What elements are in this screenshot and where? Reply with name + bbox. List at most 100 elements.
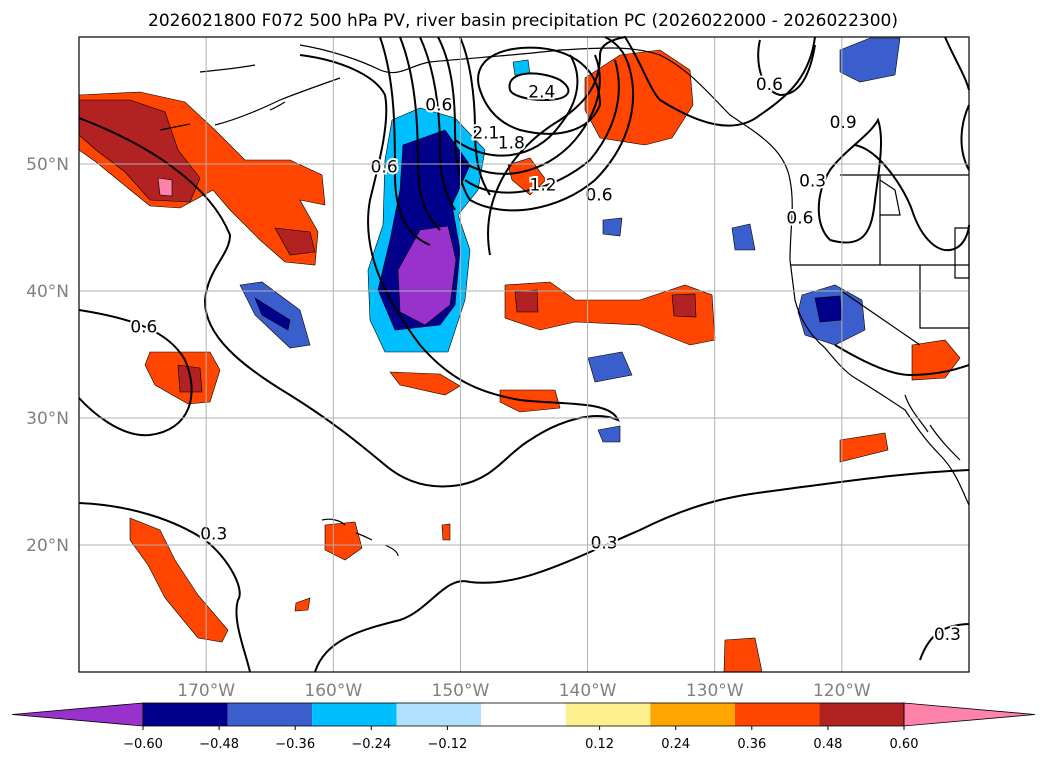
state-border-b (839, 289, 921, 346)
pv-contour-2.4 (508, 72, 570, 102)
colorbar-tick-label: −0.24 (351, 737, 391, 752)
anomaly-positive-small-b (441, 523, 451, 541)
colorbar-segment (734, 703, 820, 726)
anomaly-positive-hawaii (324, 521, 363, 561)
anomaly-negative-northeast (839, 37, 901, 83)
colorbar-tick-label: −0.60 (123, 737, 163, 752)
anomaly-strong-west-pacific-2 (274, 227, 316, 256)
anomaly-strong-ar-band-east (671, 293, 697, 318)
pv-contour-west-island (834, 344, 970, 377)
state-border-e (879, 179, 901, 216)
anomaly-negative-central-core (397, 225, 457, 326)
colorbar-frame (142, 702, 905, 727)
colorbar-segment (396, 703, 482, 726)
anomaly-strong-ar-band-west (514, 289, 539, 313)
colorbar-segment (819, 703, 904, 726)
pv-contour-ridge-inner-c (459, 54, 601, 175)
contour-label: 0.9 (830, 113, 857, 133)
pv-contour-trough-b (419, 36, 456, 211)
y-tick-label: 50°N (26, 155, 69, 175)
colorbar-extend-low (11, 702, 144, 727)
x-tick-label: 170°W (177, 681, 235, 701)
x-tick-label: 120°W (813, 681, 871, 701)
colorbar-tick-label: 0.12 (585, 737, 614, 752)
coastlines (159, 44, 970, 557)
y-tick-label: 40°N (26, 282, 69, 302)
colorbar-tick-label: −0.48 (199, 737, 239, 752)
x-tick-label: 140°W (559, 681, 617, 701)
colorbar-segment (565, 703, 651, 726)
colorbar-tick-label: 0.60 (890, 737, 919, 752)
colorbar-segment (481, 703, 566, 726)
colorbar-segment (227, 703, 313, 726)
colorbar-tick-label: 0.24 (661, 737, 690, 752)
aleutian-islands (159, 64, 341, 131)
pv-contour-ridge-inner-b (464, 59, 620, 194)
pv-contour-trough-a (437, 36, 471, 201)
anomaly-strong-west-pacific (78, 99, 201, 203)
axis-tick-labels: 170°W 160°W 150°W 140°W 130°W 120°W 20°N 30°N 40… (26, 155, 871, 701)
anomaly-core-west-pacific (157, 177, 173, 197)
anomaly-negative-mid-d (731, 223, 756, 251)
contour-label: 0.3 (799, 172, 826, 192)
contour-label: 0.6 (371, 158, 398, 178)
contour-label: 0.6 (786, 208, 813, 228)
pv-contour-east-0.3 (817, 117, 883, 244)
pv-contour-0.6-west (78, 309, 193, 437)
contour-labels: 0.6 0.3 0.3 0.3 0.6 1.2 1.82.1 2.4 0.6 0.6 0.6 0.3 0… (128, 73, 963, 647)
chart-title: 2026021800 F072 500 hPa PV, river basin … (148, 11, 898, 31)
contour-label: 0.3 (934, 625, 961, 645)
colorbar-segment (312, 703, 397, 726)
gridlines (79, 37, 969, 672)
pv-contour-ridge-inner-a (469, 36, 634, 212)
colorbar-tick-label: 0.36 (737, 737, 766, 752)
pv-contour-ridge-inner-d (454, 54, 579, 157)
hawaii-islands (321, 518, 399, 557)
map-frame (78, 36, 970, 673)
contour-label: 1.8 (498, 133, 525, 153)
alaska-coastline (299, 44, 970, 506)
y-tick-label: 20°N (26, 536, 69, 556)
pv-contour-closed-north (477, 46, 602, 135)
pv-contour-0.3-south (78, 502, 251, 673)
contour-label: 0.3 (200, 525, 227, 545)
colorbar-tick-label: −0.12 (427, 737, 467, 752)
contour-label: 0.3 (591, 533, 618, 553)
colorbar-tick-label: 0.48 (813, 737, 842, 752)
anomaly-positive-baja (839, 432, 889, 463)
colorbar-segment (650, 703, 735, 726)
pv-contour-east-loop (757, 39, 816, 97)
contour-label: 2.4 (528, 83, 555, 103)
anomaly-negative-west-core (254, 297, 291, 331)
anomaly-negative-mid-b (597, 425, 621, 443)
anomaly-positive-subtropics (389, 371, 461, 396)
contour-label: 0.6 (130, 318, 157, 338)
anomaly-positive-hawaii-sw (129, 517, 229, 643)
colorbar: −0.60 −0.48 −0.36 −0.24 −0.12 0.12 0.24 0.36 0.4… (11, 702, 1036, 752)
contour-label: 2.1 (472, 123, 499, 143)
colorbar-segment (143, 703, 228, 726)
x-tick-label: 150°W (432, 681, 490, 701)
x-tick-label: 160°W (304, 681, 362, 701)
x-tick-label: 130°W (686, 681, 744, 701)
contour-label: 0.6 (585, 185, 612, 205)
colorbar-tick-label: −0.36 (275, 737, 315, 752)
anomaly-positive-southeast (723, 637, 763, 673)
pv-contour-trough-d (379, 36, 431, 246)
y-tick-label: 30°N (26, 409, 69, 429)
state-border-c (879, 175, 969, 329)
pv-contour-east-0.6 (854, 144, 970, 252)
pv-contour-0.3-east (314, 469, 970, 673)
anomaly-negative-california-core (814, 295, 843, 323)
colorbar-extend-high (903, 702, 1036, 727)
baja-coast (904, 394, 961, 461)
contour-label: 0.6 (756, 75, 783, 95)
anomaly-negative-mid-a (587, 351, 633, 383)
pv-contour-0.3-southeast (919, 623, 970, 661)
shading-layer (78, 37, 961, 673)
contour-label: 0.6 (425, 95, 452, 115)
contour-label: 1.2 (530, 175, 557, 195)
anomaly-positive-small-a (294, 597, 311, 612)
anomaly-negative-mid-c (602, 217, 623, 237)
